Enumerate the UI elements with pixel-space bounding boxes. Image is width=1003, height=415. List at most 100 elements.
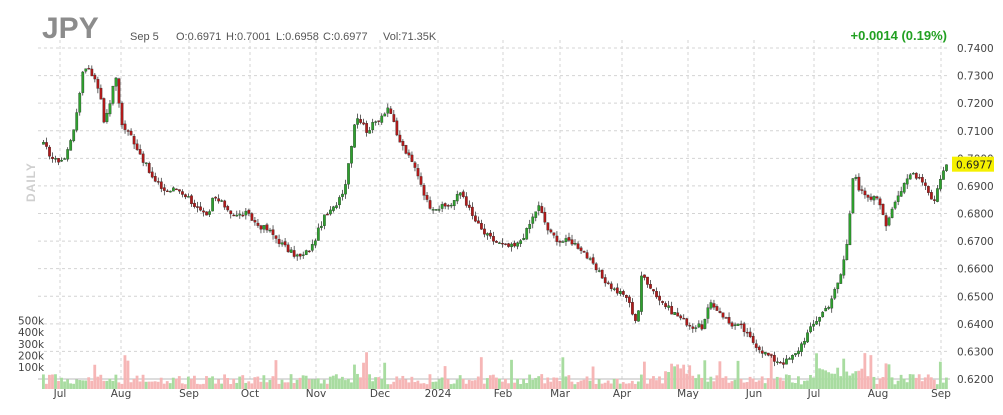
- volume-bar: [232, 378, 236, 389]
- volume-bar: [624, 383, 628, 389]
- volume-bar: [585, 376, 589, 389]
- candle-body: [615, 287, 619, 294]
- volume-bar: [362, 362, 365, 389]
- volume-bar: [872, 376, 876, 389]
- price-tick-label: 0.6200: [957, 374, 994, 386]
- volume-bar: [307, 379, 311, 389]
- volume-bar: [78, 380, 82, 389]
- volume-bar: [775, 376, 779, 389]
- candle-body: [800, 343, 803, 352]
- candle-body: [413, 162, 417, 168]
- candle-body: [57, 158, 60, 163]
- candle-body: [848, 213, 852, 246]
- candle-body: [564, 238, 568, 242]
- candle-body: [356, 118, 359, 125]
- candle-body: [425, 195, 429, 200]
- candle-body: [884, 215, 888, 227]
- price-tick-label: 0.6800: [957, 209, 994, 221]
- candle-body: [274, 235, 278, 239]
- volume-bar: [733, 379, 737, 389]
- candle-body: [863, 190, 867, 196]
- candle-body: [905, 178, 909, 185]
- candle-body: [341, 193, 344, 197]
- volume-bar: [476, 376, 480, 389]
- candle-body: [945, 164, 948, 171]
- volume-bar: [440, 377, 444, 389]
- price-tick-label: 0.7400: [957, 43, 994, 55]
- candle-body: [543, 211, 547, 223]
- candle-body: [739, 323, 743, 326]
- volume-bar: [851, 373, 855, 389]
- volume-bar: [534, 377, 538, 389]
- bar-date: Sep 5: [130, 31, 159, 43]
- candle-body: [612, 288, 616, 290]
- volume-bar: [655, 380, 658, 389]
- volume-bar: [697, 374, 701, 389]
- candle-body: [763, 352, 767, 355]
- month-tick-label: Dec: [370, 388, 391, 400]
- month-tick-label: 2024: [425, 388, 452, 400]
- candle-body: [776, 361, 779, 363]
- volume-bars: [42, 352, 948, 389]
- volume-bar: [217, 379, 220, 389]
- candle-body: [766, 352, 770, 356]
- candle-body: [833, 289, 837, 299]
- candle-body: [742, 323, 746, 333]
- candle-body: [576, 243, 580, 249]
- volume-bar: [899, 374, 903, 389]
- volume-bar: [316, 378, 320, 389]
- volume-bar: [636, 381, 640, 389]
- volume-bar: [839, 376, 843, 389]
- candle-body: [156, 181, 160, 183]
- candle-body: [899, 191, 903, 197]
- volume-bar: [594, 383, 598, 389]
- volume-bar: [102, 380, 106, 389]
- volume-bar: [386, 384, 390, 389]
- volume-bar: [923, 377, 927, 389]
- candle-body: [141, 153, 145, 163]
- candle-body: [323, 214, 326, 226]
- candle-body: [908, 174, 912, 180]
- candle-body: [229, 210, 233, 215]
- candle-body: [661, 301, 664, 303]
- candle-body: [51, 156, 54, 159]
- candle-body: [72, 129, 76, 142]
- candle-body: [769, 354, 773, 356]
- volume-bar: [664, 371, 667, 389]
- volume-bar: [247, 381, 251, 389]
- volume-bar: [673, 366, 676, 389]
- volume-bar: [162, 383, 166, 389]
- volume-bar: [498, 378, 501, 389]
- candle-body: [477, 220, 480, 224]
- volume-bar: [920, 381, 924, 389]
- candle-body: [60, 159, 63, 162]
- volume-bar: [301, 375, 305, 389]
- candle-body: [226, 206, 230, 211]
- candle-body: [362, 122, 365, 125]
- volume-bar: [570, 381, 574, 389]
- candle-body: [310, 244, 314, 251]
- volume-bar: [416, 380, 420, 389]
- candle-body: [628, 296, 631, 303]
- volume-bar: [431, 381, 435, 389]
- volume-bar: [99, 374, 103, 389]
- candle-body: [791, 355, 794, 360]
- volume-bar: [790, 382, 794, 389]
- volume-bar: [881, 377, 885, 389]
- candle-body: [365, 123, 369, 133]
- price-tick-label: 0.6300: [957, 346, 994, 358]
- volume-bar: [262, 375, 266, 389]
- volume-bar: [434, 381, 438, 389]
- volume-bar: [703, 360, 707, 389]
- candle-body: [688, 325, 692, 327]
- volume-bar: [561, 357, 565, 389]
- volume-bar: [45, 383, 48, 389]
- volume-bar: [365, 352, 368, 389]
- volume-bar: [531, 379, 535, 389]
- price-tick-label: 0.6600: [957, 264, 994, 276]
- volume-bar: [292, 383, 296, 389]
- volume-bar: [591, 366, 595, 389]
- candle-body: [670, 305, 674, 315]
- volume-bar: [564, 376, 568, 389]
